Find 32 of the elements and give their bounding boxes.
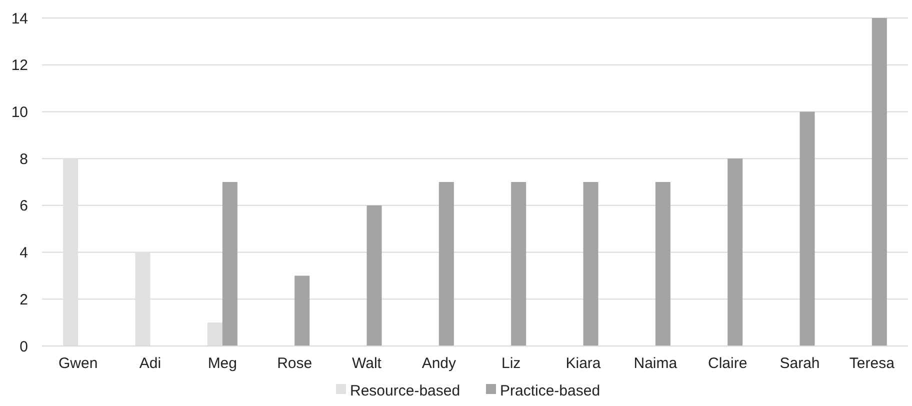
x-tick-label: Sarah (780, 355, 820, 372)
x-tick-label: Liz (501, 355, 521, 372)
y-tick-label: 12 (11, 57, 28, 74)
bar (655, 182, 670, 346)
x-tick-label: Teresa (849, 355, 896, 372)
y-tick-label: 10 (11, 104, 28, 121)
legend-label: Resource-based (350, 382, 460, 400)
y-tick-label: 8 (20, 150, 28, 168)
y-tick-label: 14 (11, 10, 28, 28)
bar (438, 182, 454, 346)
x-tick-label: Walt (352, 355, 382, 372)
x-tick-label: Claire (708, 355, 748, 372)
x-tick-label: Adi (139, 355, 162, 372)
x-tick-label: Naima (634, 355, 678, 372)
x-tick-label: Andy (422, 355, 457, 372)
y-tick-label: 4 (20, 244, 28, 262)
bar (511, 182, 526, 346)
x-tick-label: Rose (277, 355, 312, 372)
bar (583, 182, 598, 346)
bar (366, 205, 382, 346)
legend-label: Practice-based (500, 382, 600, 400)
bar (728, 158, 743, 346)
y-tick-label: 6 (20, 198, 28, 215)
x-tick-label: Kiara (566, 355, 602, 372)
x-tick-label: Gwen (58, 355, 98, 372)
y-tick-label: 0 (20, 338, 28, 356)
bar (800, 112, 815, 346)
y-tick-label: 2 (20, 291, 28, 308)
bar (294, 276, 310, 346)
bar (222, 182, 238, 346)
bar (872, 18, 887, 346)
x-tick-label: Meg (208, 355, 238, 372)
